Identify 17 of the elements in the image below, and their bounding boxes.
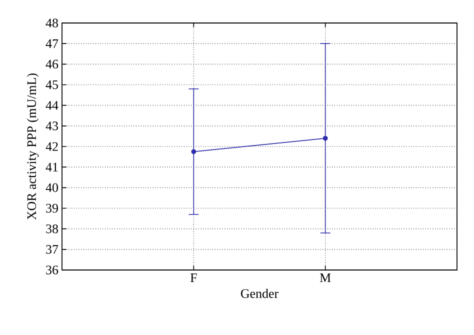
y-tick-label: 46 (46, 60, 58, 69)
y-tick-label: 48 (46, 18, 58, 28)
y-tick-label: 38 (46, 224, 58, 234)
x-tick-label: M (320, 274, 331, 282)
y-tick-label: 45 (46, 80, 58, 90)
y-tick-label: 42 (46, 142, 58, 151)
y-tick-label: 47 (46, 39, 58, 48)
x-tick-label: F (190, 274, 197, 282)
y-tick-label: 37 (46, 245, 58, 254)
y-tick-label: 43 (46, 122, 58, 130)
y-axis-title: XOR activity PPP (mU/mL) (26, 73, 39, 220)
y-tick-label: 39 (46, 204, 58, 213)
y-tick-label: 36 (46, 266, 58, 274)
y-tick-label: 41 (46, 162, 58, 172)
x-axis-title: Gender (240, 288, 278, 298)
y-tick-label: 44 (46, 101, 58, 110)
y-tick-label: 40 (46, 183, 58, 192)
